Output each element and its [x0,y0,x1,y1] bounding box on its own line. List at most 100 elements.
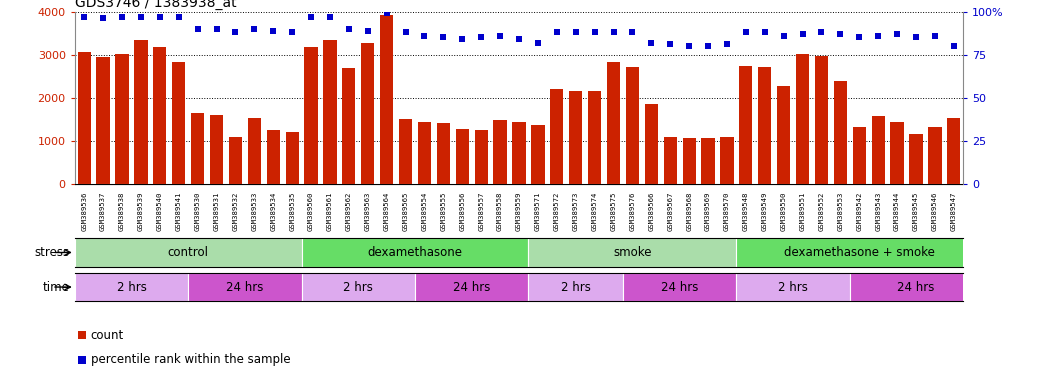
Text: dexamethasone + smoke: dexamethasone + smoke [784,246,935,259]
Bar [513,122,525,184]
Bar [493,120,507,184]
Text: percentile rank within the sample: percentile rank within the sample [90,354,291,366]
Bar [909,134,923,184]
Bar [267,130,280,184]
Point [473,34,490,40]
Text: smoke: smoke [613,246,652,259]
Bar [285,132,299,184]
Point [94,15,111,22]
Point [946,43,962,49]
Point [586,29,603,35]
Point [416,33,433,39]
Point [775,33,792,39]
Bar [588,91,601,184]
Bar [645,104,658,184]
Point [907,34,924,40]
Bar [683,138,695,184]
Bar [528,273,623,301]
Bar [736,238,982,267]
Bar [834,81,847,184]
Bar [361,43,375,184]
Bar [172,63,186,184]
Bar [928,127,941,184]
Text: 24 hrs: 24 hrs [453,281,490,293]
Point [133,13,149,20]
Point [398,29,414,35]
Point [340,26,357,32]
Point [114,13,131,20]
Bar [302,273,415,301]
Bar [380,15,393,184]
Bar [796,54,810,184]
Bar [134,40,147,184]
Point [738,29,755,35]
Point [303,13,320,20]
Point [700,43,716,49]
Point [529,40,546,46]
Bar [569,91,582,184]
Text: count: count [90,329,124,341]
Point [152,13,168,20]
Bar [531,125,545,184]
Bar [188,273,302,301]
Bar [607,62,620,184]
Text: 2 hrs: 2 hrs [561,281,591,293]
Point [662,41,679,47]
Point [832,31,849,37]
Bar [739,66,753,184]
Bar [97,57,110,184]
Point [718,41,735,47]
Bar [948,118,960,184]
Bar [191,113,204,184]
Point [927,33,944,39]
Bar [777,86,790,184]
Bar [720,137,734,184]
Bar [474,130,488,184]
Point [246,26,263,32]
Bar [528,238,736,267]
Bar [304,46,318,184]
Text: 24 hrs: 24 hrs [897,281,934,293]
Bar [323,40,336,184]
Text: dexamethasone: dexamethasone [367,246,463,259]
Bar [550,89,564,184]
Point [322,13,338,20]
Bar [437,123,450,184]
Bar [872,116,884,184]
Bar [399,119,412,184]
Bar [456,129,469,184]
Point [265,27,281,33]
Point [209,26,225,32]
Text: GDS3746 / 1383938_at: GDS3746 / 1383938_at [75,0,237,10]
Text: 2 hrs: 2 hrs [344,281,374,293]
Text: 2 hrs: 2 hrs [116,281,146,293]
Bar [75,273,188,301]
Bar [248,118,261,184]
Point [605,29,622,35]
Point [170,13,187,20]
Point [492,33,509,39]
Bar [758,67,771,184]
Text: stress: stress [34,246,70,259]
Bar [75,238,302,267]
Text: 2 hrs: 2 hrs [778,281,808,293]
Bar [736,273,850,301]
Point [511,36,527,42]
Text: 24 hrs: 24 hrs [661,281,699,293]
Point [813,29,829,35]
Point [227,29,244,35]
Point [379,10,395,16]
Point [189,26,206,32]
Bar [228,137,242,184]
Bar [210,115,223,184]
Point [870,33,886,39]
Bar [852,127,866,184]
Point [757,29,773,35]
Text: control: control [168,246,209,259]
Point [851,34,868,40]
Point [359,27,376,33]
Bar [78,52,90,184]
Point [568,29,584,35]
Point [624,29,640,35]
Text: 24 hrs: 24 hrs [226,281,264,293]
